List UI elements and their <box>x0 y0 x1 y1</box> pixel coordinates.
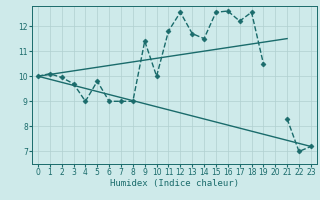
X-axis label: Humidex (Indice chaleur): Humidex (Indice chaleur) <box>110 179 239 188</box>
